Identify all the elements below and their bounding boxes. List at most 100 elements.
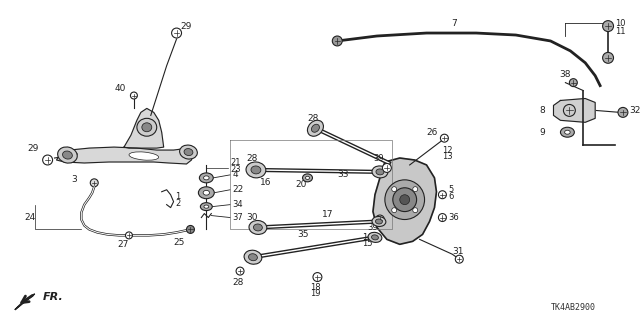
Text: 36: 36	[449, 213, 459, 222]
Ellipse shape	[184, 148, 193, 156]
Text: 13: 13	[442, 152, 453, 161]
Circle shape	[90, 179, 98, 187]
Text: 30: 30	[246, 213, 257, 222]
Circle shape	[392, 187, 397, 192]
Text: 33: 33	[337, 170, 349, 180]
Circle shape	[172, 28, 182, 38]
Text: 9: 9	[540, 128, 545, 137]
Ellipse shape	[249, 220, 267, 235]
Circle shape	[440, 134, 449, 142]
Polygon shape	[124, 108, 164, 148]
Circle shape	[393, 188, 417, 212]
Ellipse shape	[303, 174, 312, 182]
Text: 5: 5	[449, 185, 454, 194]
Ellipse shape	[312, 124, 319, 132]
Ellipse shape	[180, 145, 197, 159]
Text: 28: 28	[246, 154, 257, 163]
Text: 25: 25	[173, 238, 185, 247]
Ellipse shape	[372, 166, 388, 178]
Ellipse shape	[198, 187, 214, 199]
Text: 35: 35	[298, 230, 309, 239]
Text: 12: 12	[442, 146, 453, 155]
Text: 34: 34	[232, 200, 243, 209]
Ellipse shape	[129, 152, 159, 160]
Polygon shape	[373, 158, 436, 244]
Text: 2: 2	[175, 199, 181, 208]
Text: 6: 6	[449, 192, 454, 201]
Text: 1: 1	[175, 192, 181, 201]
Circle shape	[382, 164, 391, 172]
Text: 19: 19	[310, 289, 321, 299]
Ellipse shape	[376, 219, 382, 224]
Ellipse shape	[376, 169, 384, 175]
Ellipse shape	[251, 166, 261, 174]
Ellipse shape	[246, 162, 266, 178]
Ellipse shape	[307, 120, 323, 136]
Ellipse shape	[253, 224, 262, 231]
Text: FR.: FR.	[43, 292, 63, 302]
Ellipse shape	[561, 127, 574, 137]
Text: 22: 22	[232, 185, 243, 194]
Ellipse shape	[248, 254, 257, 261]
Ellipse shape	[305, 176, 310, 180]
Ellipse shape	[371, 235, 378, 240]
Ellipse shape	[137, 118, 157, 136]
Ellipse shape	[58, 147, 77, 163]
Circle shape	[563, 104, 575, 116]
Circle shape	[385, 180, 424, 220]
Text: 14: 14	[362, 233, 372, 242]
Circle shape	[618, 108, 628, 117]
Text: 4: 4	[232, 170, 237, 180]
Text: 26: 26	[426, 128, 438, 137]
Circle shape	[43, 155, 52, 165]
Ellipse shape	[244, 250, 262, 264]
Ellipse shape	[63, 151, 72, 159]
Ellipse shape	[368, 232, 382, 243]
Text: 32: 32	[629, 106, 640, 115]
Circle shape	[455, 255, 463, 263]
Ellipse shape	[204, 205, 209, 208]
Circle shape	[413, 208, 418, 213]
Text: 31: 31	[452, 247, 464, 256]
Ellipse shape	[203, 190, 209, 195]
Text: 20: 20	[296, 180, 307, 189]
Text: 23: 23	[230, 165, 241, 174]
Polygon shape	[15, 294, 35, 310]
Text: 38: 38	[559, 70, 571, 79]
Text: 27: 27	[117, 240, 129, 249]
Ellipse shape	[564, 130, 570, 134]
Circle shape	[438, 213, 446, 221]
Text: 18: 18	[310, 284, 321, 292]
Circle shape	[603, 52, 614, 63]
Text: 10: 10	[615, 19, 625, 28]
Text: 7: 7	[451, 19, 457, 28]
Circle shape	[332, 36, 342, 46]
Circle shape	[392, 208, 397, 213]
Text: 21: 21	[230, 158, 241, 167]
Text: 17: 17	[323, 210, 334, 219]
Text: 16: 16	[260, 178, 271, 187]
Text: 39: 39	[373, 154, 383, 163]
Ellipse shape	[200, 203, 212, 211]
Text: 15: 15	[362, 239, 372, 248]
Ellipse shape	[142, 123, 152, 132]
Circle shape	[131, 92, 138, 99]
Circle shape	[236, 267, 244, 275]
Text: 37: 37	[232, 213, 243, 222]
Text: TK4AB2900: TK4AB2900	[550, 303, 596, 312]
Circle shape	[313, 273, 322, 282]
Text: 28: 28	[232, 277, 243, 286]
Circle shape	[413, 187, 418, 192]
Circle shape	[438, 191, 446, 199]
Polygon shape	[56, 147, 193, 164]
Ellipse shape	[204, 176, 209, 180]
Text: 29: 29	[180, 21, 192, 31]
Text: 29: 29	[28, 144, 39, 153]
Circle shape	[376, 215, 385, 224]
Circle shape	[125, 232, 132, 239]
Text: 28: 28	[307, 114, 319, 123]
Circle shape	[570, 79, 577, 87]
Ellipse shape	[372, 217, 386, 227]
Polygon shape	[554, 99, 595, 122]
Text: 11: 11	[615, 27, 625, 36]
